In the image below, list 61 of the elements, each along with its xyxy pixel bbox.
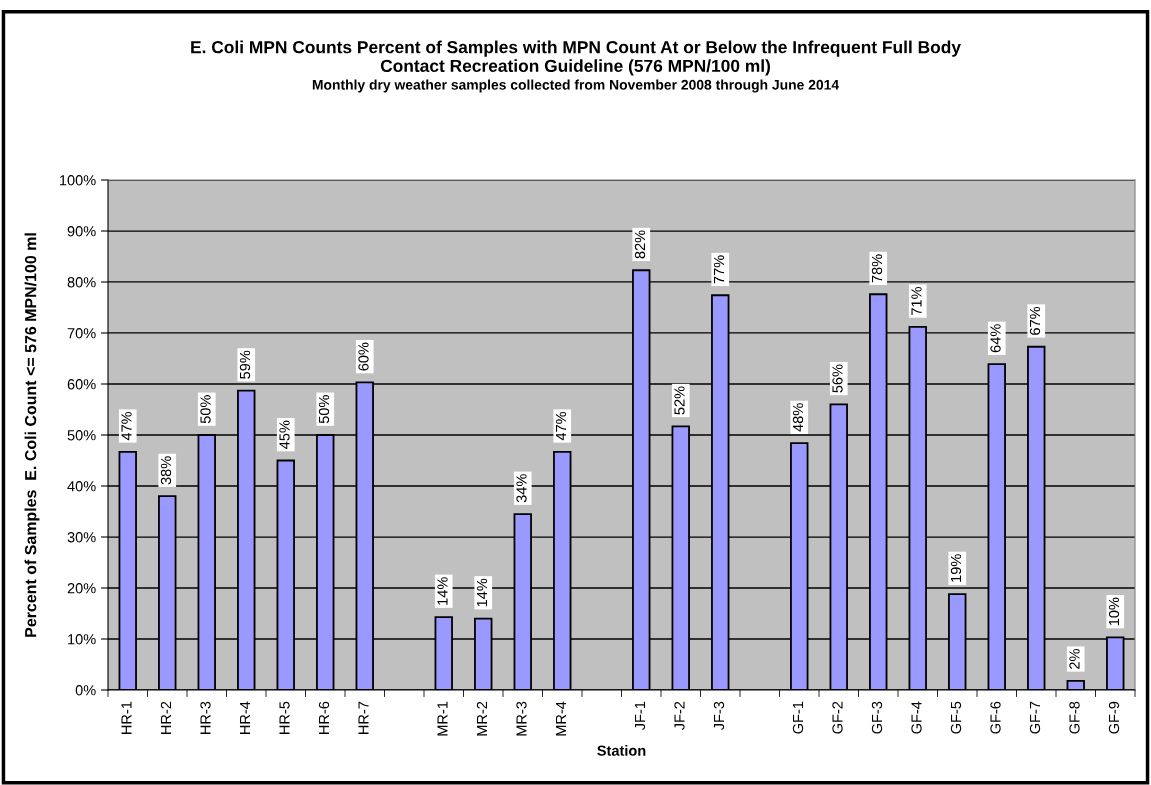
data-label: 14%: [476, 578, 488, 607]
x-tick-label: JF-1: [634, 701, 646, 731]
x-tick-label: HR-5: [279, 701, 290, 734]
data-label: 67%: [1029, 306, 1041, 335]
x-tick-label: HR-4: [239, 701, 251, 734]
data-label: 47%: [555, 411, 567, 441]
y-tick-label: 40%: [67, 481, 96, 492]
x-tick-label: GF-2: [832, 701, 843, 734]
y-tick-label: 60%: [67, 379, 96, 390]
x-tick-label: GF-4: [911, 701, 922, 734]
y-tick-label: 10%: [68, 634, 96, 645]
y-tick-label: 0%: [75, 685, 96, 696]
data-label: 77%: [713, 255, 725, 284]
x-tick-label: HR-6: [318, 701, 330, 734]
x-tick-label: MR-3: [516, 701, 527, 736]
data-label: 78%: [871, 254, 883, 283]
chart-title: E. Coli MPN Counts Percent of Samples with MPN Count At or Below the Infrequent Full Body Contact Recreation Guideline (576 MPN/100 ml): [191, 40, 961, 76]
data-label: 52%: [674, 386, 685, 415]
data-label: 2%: [1069, 649, 1080, 669]
data-label: 45%: [279, 420, 290, 449]
y-tick-label: 50%: [67, 430, 96, 441]
chart-subtitle: Monthly dry weather samples collected from November 2008 through June 2014: [312, 79, 840, 93]
x-tick-label: MR-1: [437, 701, 448, 736]
data-label: 34%: [516, 474, 527, 503]
x-tick-label: HR-7: [358, 701, 369, 734]
x-tick-label: MR-4: [555, 701, 567, 736]
data-label: 47%: [121, 411, 132, 441]
x-tick-label: GF-6: [990, 701, 1001, 734]
data-label: 19%: [950, 554, 962, 582]
data-label: 60%: [358, 342, 369, 371]
x-tick-label: GF-8: [1069, 701, 1080, 734]
x-tick-label: GF-9: [1108, 701, 1120, 734]
data-label: 56%: [832, 364, 843, 393]
x-axis-title: Station: [597, 745, 646, 756]
data-label: 59%: [239, 350, 251, 379]
data-label: 50%: [318, 395, 330, 424]
x-tick-label: GF-5: [950, 701, 962, 734]
data-label: 48%: [792, 403, 804, 432]
x-tick-label: GF-3: [871, 701, 883, 734]
data-label: 14%: [437, 577, 448, 605]
x-tick-label: JF-3: [713, 701, 725, 731]
x-tick-label: HR-2: [160, 701, 172, 734]
x-tick-label: JF-2: [674, 701, 685, 731]
x-tick-label: GF-1: [792, 701, 804, 734]
x-tick-label: HR-1: [121, 701, 132, 734]
y-tick-label: 30%: [67, 532, 96, 543]
y-tick-label: 80%: [67, 277, 96, 288]
x-tick-label: MR-2: [476, 701, 488, 736]
data-label: 50%: [200, 395, 211, 424]
data-label: 64%: [990, 324, 1001, 353]
y-tick-label: 20%: [67, 583, 96, 594]
y-tick-label: 90%: [67, 226, 96, 237]
data-label: 10%: [1108, 597, 1120, 626]
x-tick-label: GF-7: [1029, 701, 1041, 734]
y-tick-label: 100%: [60, 175, 96, 186]
data-label: 71%: [911, 286, 922, 315]
data-label: 38%: [160, 456, 172, 485]
x-tick-label: HR-3: [200, 701, 211, 734]
y-axis-title: Percent of Samples E. Coli Count <= 576 MPN/100 ml: [24, 233, 40, 637]
data-label: 82%: [634, 230, 646, 259]
y-tick-label: 70%: [67, 328, 96, 339]
